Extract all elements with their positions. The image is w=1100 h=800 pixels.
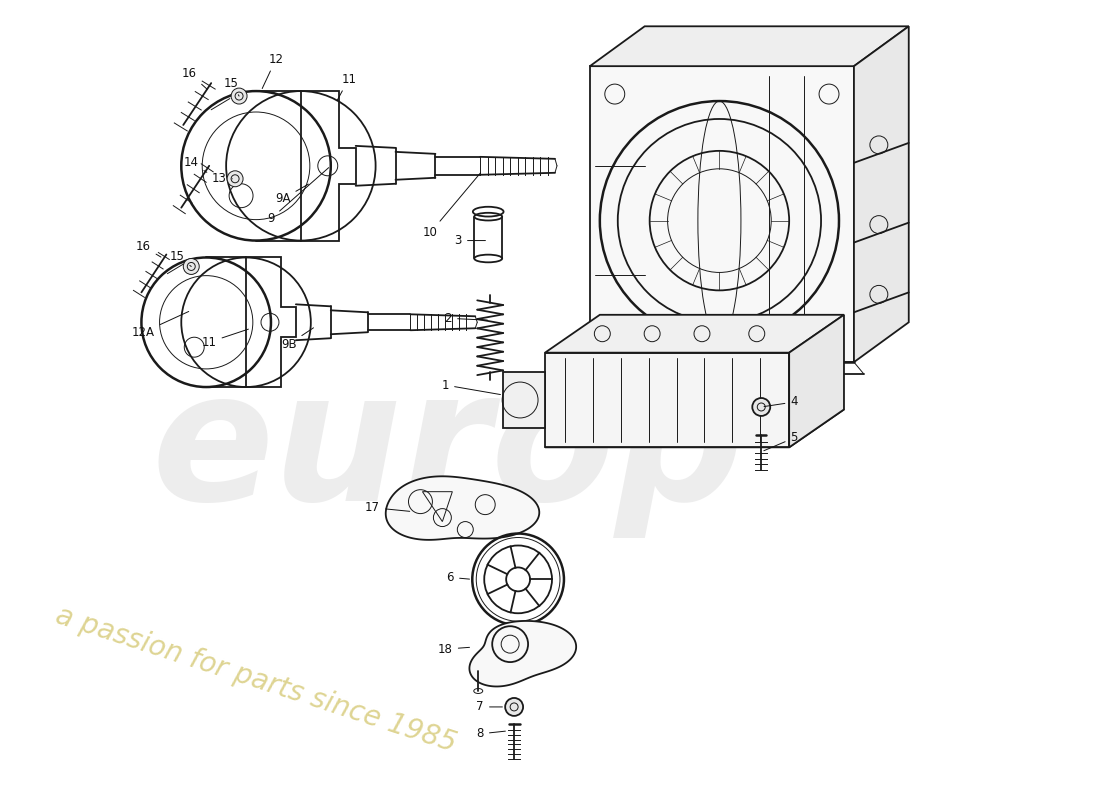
Text: 12A: 12A bbox=[132, 311, 189, 338]
Text: 8: 8 bbox=[476, 727, 505, 740]
Text: 10: 10 bbox=[424, 173, 481, 239]
Text: 15: 15 bbox=[169, 250, 191, 266]
Text: 1: 1 bbox=[441, 378, 500, 394]
Polygon shape bbox=[544, 353, 789, 447]
Text: 9: 9 bbox=[267, 168, 329, 225]
Text: 16: 16 bbox=[182, 66, 207, 90]
Text: europ: europ bbox=[152, 362, 745, 538]
Text: 5: 5 bbox=[763, 431, 798, 450]
Circle shape bbox=[752, 398, 770, 416]
Polygon shape bbox=[544, 410, 844, 447]
Polygon shape bbox=[854, 26, 909, 362]
Text: 4: 4 bbox=[764, 395, 798, 409]
Polygon shape bbox=[590, 26, 909, 66]
Polygon shape bbox=[470, 621, 576, 686]
Text: 9A: 9A bbox=[275, 184, 308, 206]
Text: 7: 7 bbox=[476, 701, 503, 714]
Text: 17: 17 bbox=[365, 501, 409, 514]
Circle shape bbox=[505, 698, 524, 716]
Text: a passion for parts since 1985: a passion for parts since 1985 bbox=[52, 601, 460, 757]
Text: 13: 13 bbox=[211, 172, 232, 186]
Circle shape bbox=[227, 170, 243, 186]
Text: 15: 15 bbox=[223, 77, 239, 96]
Text: 9B: 9B bbox=[282, 328, 314, 350]
Text: 3: 3 bbox=[454, 234, 485, 247]
Polygon shape bbox=[789, 314, 844, 447]
Polygon shape bbox=[386, 476, 539, 540]
Polygon shape bbox=[590, 66, 854, 362]
Polygon shape bbox=[544, 314, 844, 353]
Text: 12: 12 bbox=[262, 53, 284, 89]
Circle shape bbox=[231, 88, 248, 104]
Text: 14: 14 bbox=[184, 156, 207, 172]
Text: 11: 11 bbox=[201, 329, 249, 349]
Polygon shape bbox=[503, 372, 544, 428]
Text: 16: 16 bbox=[136, 240, 161, 257]
Text: 2: 2 bbox=[444, 312, 487, 325]
Text: 18: 18 bbox=[438, 642, 470, 656]
Circle shape bbox=[184, 258, 199, 274]
Text: 11: 11 bbox=[337, 73, 356, 101]
Text: 6: 6 bbox=[447, 571, 470, 584]
